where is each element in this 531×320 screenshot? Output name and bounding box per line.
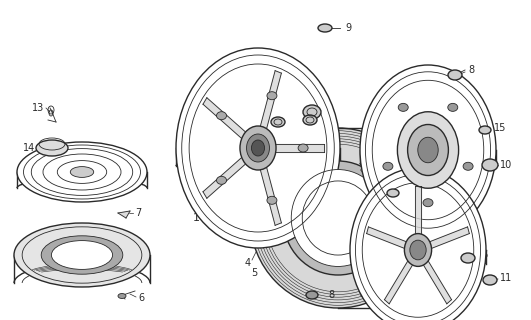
Ellipse shape — [303, 105, 321, 119]
Text: 6: 6 — [138, 293, 144, 303]
Ellipse shape — [479, 126, 491, 134]
Polygon shape — [384, 261, 413, 304]
Ellipse shape — [217, 112, 227, 120]
Ellipse shape — [291, 170, 385, 267]
Ellipse shape — [418, 137, 438, 163]
Ellipse shape — [448, 103, 458, 111]
Text: 2: 2 — [374, 113, 380, 123]
Ellipse shape — [14, 223, 150, 287]
Ellipse shape — [118, 293, 126, 299]
Text: 12: 12 — [322, 107, 335, 117]
Polygon shape — [275, 144, 323, 152]
Polygon shape — [424, 261, 451, 304]
Ellipse shape — [398, 103, 408, 111]
Polygon shape — [203, 156, 247, 198]
Polygon shape — [203, 98, 247, 140]
Ellipse shape — [410, 240, 426, 260]
Ellipse shape — [397, 112, 459, 188]
Ellipse shape — [240, 126, 276, 170]
Polygon shape — [260, 71, 281, 130]
Ellipse shape — [405, 234, 432, 266]
Ellipse shape — [176, 48, 340, 248]
Ellipse shape — [350, 168, 486, 320]
Ellipse shape — [70, 167, 93, 177]
Ellipse shape — [246, 134, 269, 162]
Ellipse shape — [482, 159, 498, 171]
Text: 3: 3 — [358, 223, 364, 233]
Polygon shape — [430, 227, 469, 248]
Ellipse shape — [252, 140, 264, 156]
Ellipse shape — [448, 70, 462, 80]
Text: 4: 4 — [245, 258, 251, 268]
Text: 5: 5 — [251, 268, 257, 278]
Polygon shape — [260, 166, 281, 225]
Text: 9: 9 — [345, 23, 351, 33]
Ellipse shape — [461, 253, 475, 263]
Ellipse shape — [423, 199, 433, 207]
Text: 17: 17 — [193, 213, 207, 223]
Ellipse shape — [463, 162, 473, 170]
Text: 9: 9 — [402, 188, 408, 198]
Polygon shape — [367, 227, 406, 248]
Text: 1: 1 — [34, 170, 40, 180]
Ellipse shape — [306, 291, 318, 299]
Ellipse shape — [36, 140, 68, 156]
Text: 10: 10 — [500, 160, 512, 170]
Text: 16: 16 — [285, 113, 297, 123]
Text: 15: 15 — [494, 123, 507, 133]
Ellipse shape — [41, 236, 123, 274]
Text: 16: 16 — [477, 250, 489, 260]
Ellipse shape — [267, 196, 277, 204]
Ellipse shape — [360, 65, 496, 235]
Ellipse shape — [217, 176, 227, 184]
Ellipse shape — [387, 189, 399, 197]
Polygon shape — [415, 186, 421, 234]
Ellipse shape — [303, 115, 317, 125]
Ellipse shape — [383, 162, 393, 170]
Polygon shape — [118, 211, 130, 218]
Text: 14: 14 — [23, 143, 35, 153]
Text: 8: 8 — [468, 65, 474, 75]
Ellipse shape — [408, 124, 448, 175]
Ellipse shape — [271, 117, 285, 127]
Ellipse shape — [17, 142, 147, 202]
Ellipse shape — [267, 92, 277, 100]
Ellipse shape — [250, 128, 426, 308]
Ellipse shape — [318, 24, 332, 32]
Ellipse shape — [298, 144, 308, 152]
Ellipse shape — [52, 241, 113, 269]
Text: 7: 7 — [135, 208, 141, 218]
Text: 11: 11 — [500, 273, 512, 283]
Text: 8: 8 — [328, 290, 334, 300]
Text: 13: 13 — [32, 103, 44, 113]
Ellipse shape — [483, 275, 497, 285]
Ellipse shape — [283, 161, 393, 275]
